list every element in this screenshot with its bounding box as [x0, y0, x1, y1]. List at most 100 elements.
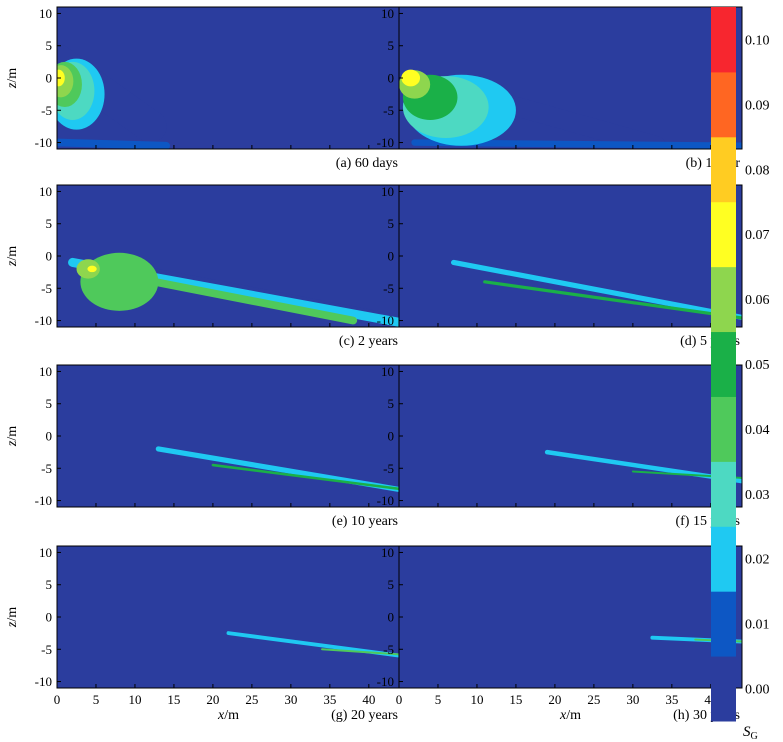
saturation-region: [87, 265, 97, 273]
x-tick-label: 0: [396, 692, 403, 707]
x-tick-label: 40: [362, 692, 375, 707]
x-tick-label: 25: [587, 692, 600, 707]
x-tick-label: 5: [435, 692, 442, 707]
colorbar-swatch: [711, 656, 736, 722]
z-tick-label: 5: [46, 38, 53, 53]
panel-a: 10 5 0 -5 -10 z/m (a) 60 days: [5, 6, 401, 171]
z-tick-label: -10: [35, 135, 52, 150]
saturation-band: [321, 648, 400, 656]
z-tick-label: 5: [46, 216, 53, 231]
z-tick-label: -10: [377, 313, 394, 328]
z-tick-label: 10: [39, 184, 52, 199]
z-axis-label: z/m: [5, 426, 20, 447]
x-tick-label: 25: [245, 692, 258, 707]
z-tick-label: -5: [41, 281, 52, 296]
x-tick-label: 35: [323, 692, 336, 707]
z-tick-label: -5: [383, 461, 394, 476]
z-tick-label: -10: [377, 674, 394, 689]
saturation-region: [80, 252, 159, 311]
z-tick-label: 0: [388, 429, 395, 444]
colorbar-tick-label: 0.03: [745, 488, 770, 503]
z-tick-label: 10: [381, 6, 394, 21]
plume-contours: [450, 259, 742, 320]
z-axis-label: z/m: [5, 246, 20, 267]
x-tick-label: 20: [206, 692, 219, 707]
z-tick-label: 10: [39, 364, 52, 379]
x-tick-label: 5: [93, 692, 100, 707]
x-axis-label: x/m: [217, 708, 239, 723]
panel-background: [57, 365, 400, 507]
colorbar-tick-label: 0.04: [745, 423, 770, 438]
z-tick-label: -10: [35, 313, 52, 328]
x-axis-label: x/m: [559, 708, 581, 723]
panel-background: [399, 185, 742, 327]
x-tick-label: 10: [470, 692, 483, 707]
panel-background: [57, 7, 400, 149]
colorbar-swatch: [711, 136, 736, 203]
plume-contours: [226, 631, 400, 658]
panel-caption: (g) 20 years: [331, 708, 398, 723]
x-tick-label: 20: [548, 692, 561, 707]
z-tick-label: 5: [46, 396, 53, 411]
z-tick-label: 5: [388, 396, 395, 411]
z-tick-label: 0: [46, 610, 53, 625]
z-tick-label: -10: [377, 135, 394, 150]
colorbar-label: SG: [743, 724, 758, 742]
z-axis-label: z/m: [5, 607, 20, 628]
colorbar-tick-label: 0.09: [745, 98, 770, 113]
x-tick-label: 35: [665, 692, 678, 707]
panel-c: 10 5 0 -5 -10 z/m (c) 2 years: [5, 184, 401, 349]
z-tick-label: 5: [46, 577, 53, 592]
colorbar-swatch: [711, 71, 736, 138]
z-tick-label: -5: [383, 642, 394, 657]
saturation-band: [57, 138, 171, 149]
z-tick-label: -5: [41, 461, 52, 476]
panel-caption: (a) 60 days: [336, 156, 398, 171]
colorbar-tick-label: 0.08: [745, 163, 770, 178]
z-tick-label: 0: [388, 610, 395, 625]
panel-background: [399, 546, 742, 688]
colorbar-tick-label: 0.05: [745, 358, 770, 373]
plume-contours: [399, 68, 742, 149]
panel-background: [399, 365, 742, 507]
colorbar-tick-label: 0.00: [745, 683, 770, 698]
z-tick-label: 10: [39, 545, 52, 560]
z-tick-label: 0: [46, 71, 53, 86]
z-tick-label: -5: [383, 281, 394, 296]
panel-caption: (c) 2 years: [339, 334, 398, 349]
x-tick-label: 0: [54, 692, 61, 707]
x-tick-label: 10: [128, 692, 141, 707]
colorbar-tick-label: 0.10: [745, 33, 770, 48]
saturation-band: [211, 463, 400, 491]
z-tick-label: -10: [35, 493, 52, 508]
z-tick-label: 10: [381, 364, 394, 379]
panel-background: [57, 546, 400, 688]
z-tick-label: 5: [388, 577, 395, 592]
z-tick-label: -10: [35, 674, 52, 689]
plume-contours: [57, 249, 400, 327]
panel-caption: (e) 10 years: [332, 514, 398, 529]
panel-e: 10 5 0 -5 -10 z/m (e) 10 years: [5, 364, 401, 529]
colorbar-tick-label: 0.07: [745, 228, 770, 243]
z-tick-label: -10: [377, 493, 394, 508]
colorbar-swatch: [711, 331, 736, 397]
colorbar-tick-label: 0.02: [745, 553, 770, 568]
x-tick-label: 30: [626, 692, 639, 707]
saturation-region: [401, 69, 421, 87]
z-tick-label: 0: [46, 429, 53, 444]
colorbar-tick-label: 0.01: [745, 618, 770, 633]
z-tick-label: 10: [39, 6, 52, 21]
colorbar-swatch: [711, 526, 736, 592]
z-axis-label: z/m: [5, 68, 20, 89]
colorbar-swatch: [711, 591, 736, 657]
z-tick-label: 5: [388, 38, 395, 53]
colorbar-swatch: [711, 396, 736, 462]
z-tick-label: -5: [41, 103, 52, 118]
x-tick-label: 15: [167, 692, 180, 707]
z-tick-label: 0: [46, 249, 53, 264]
z-tick-label: 0: [388, 71, 395, 86]
